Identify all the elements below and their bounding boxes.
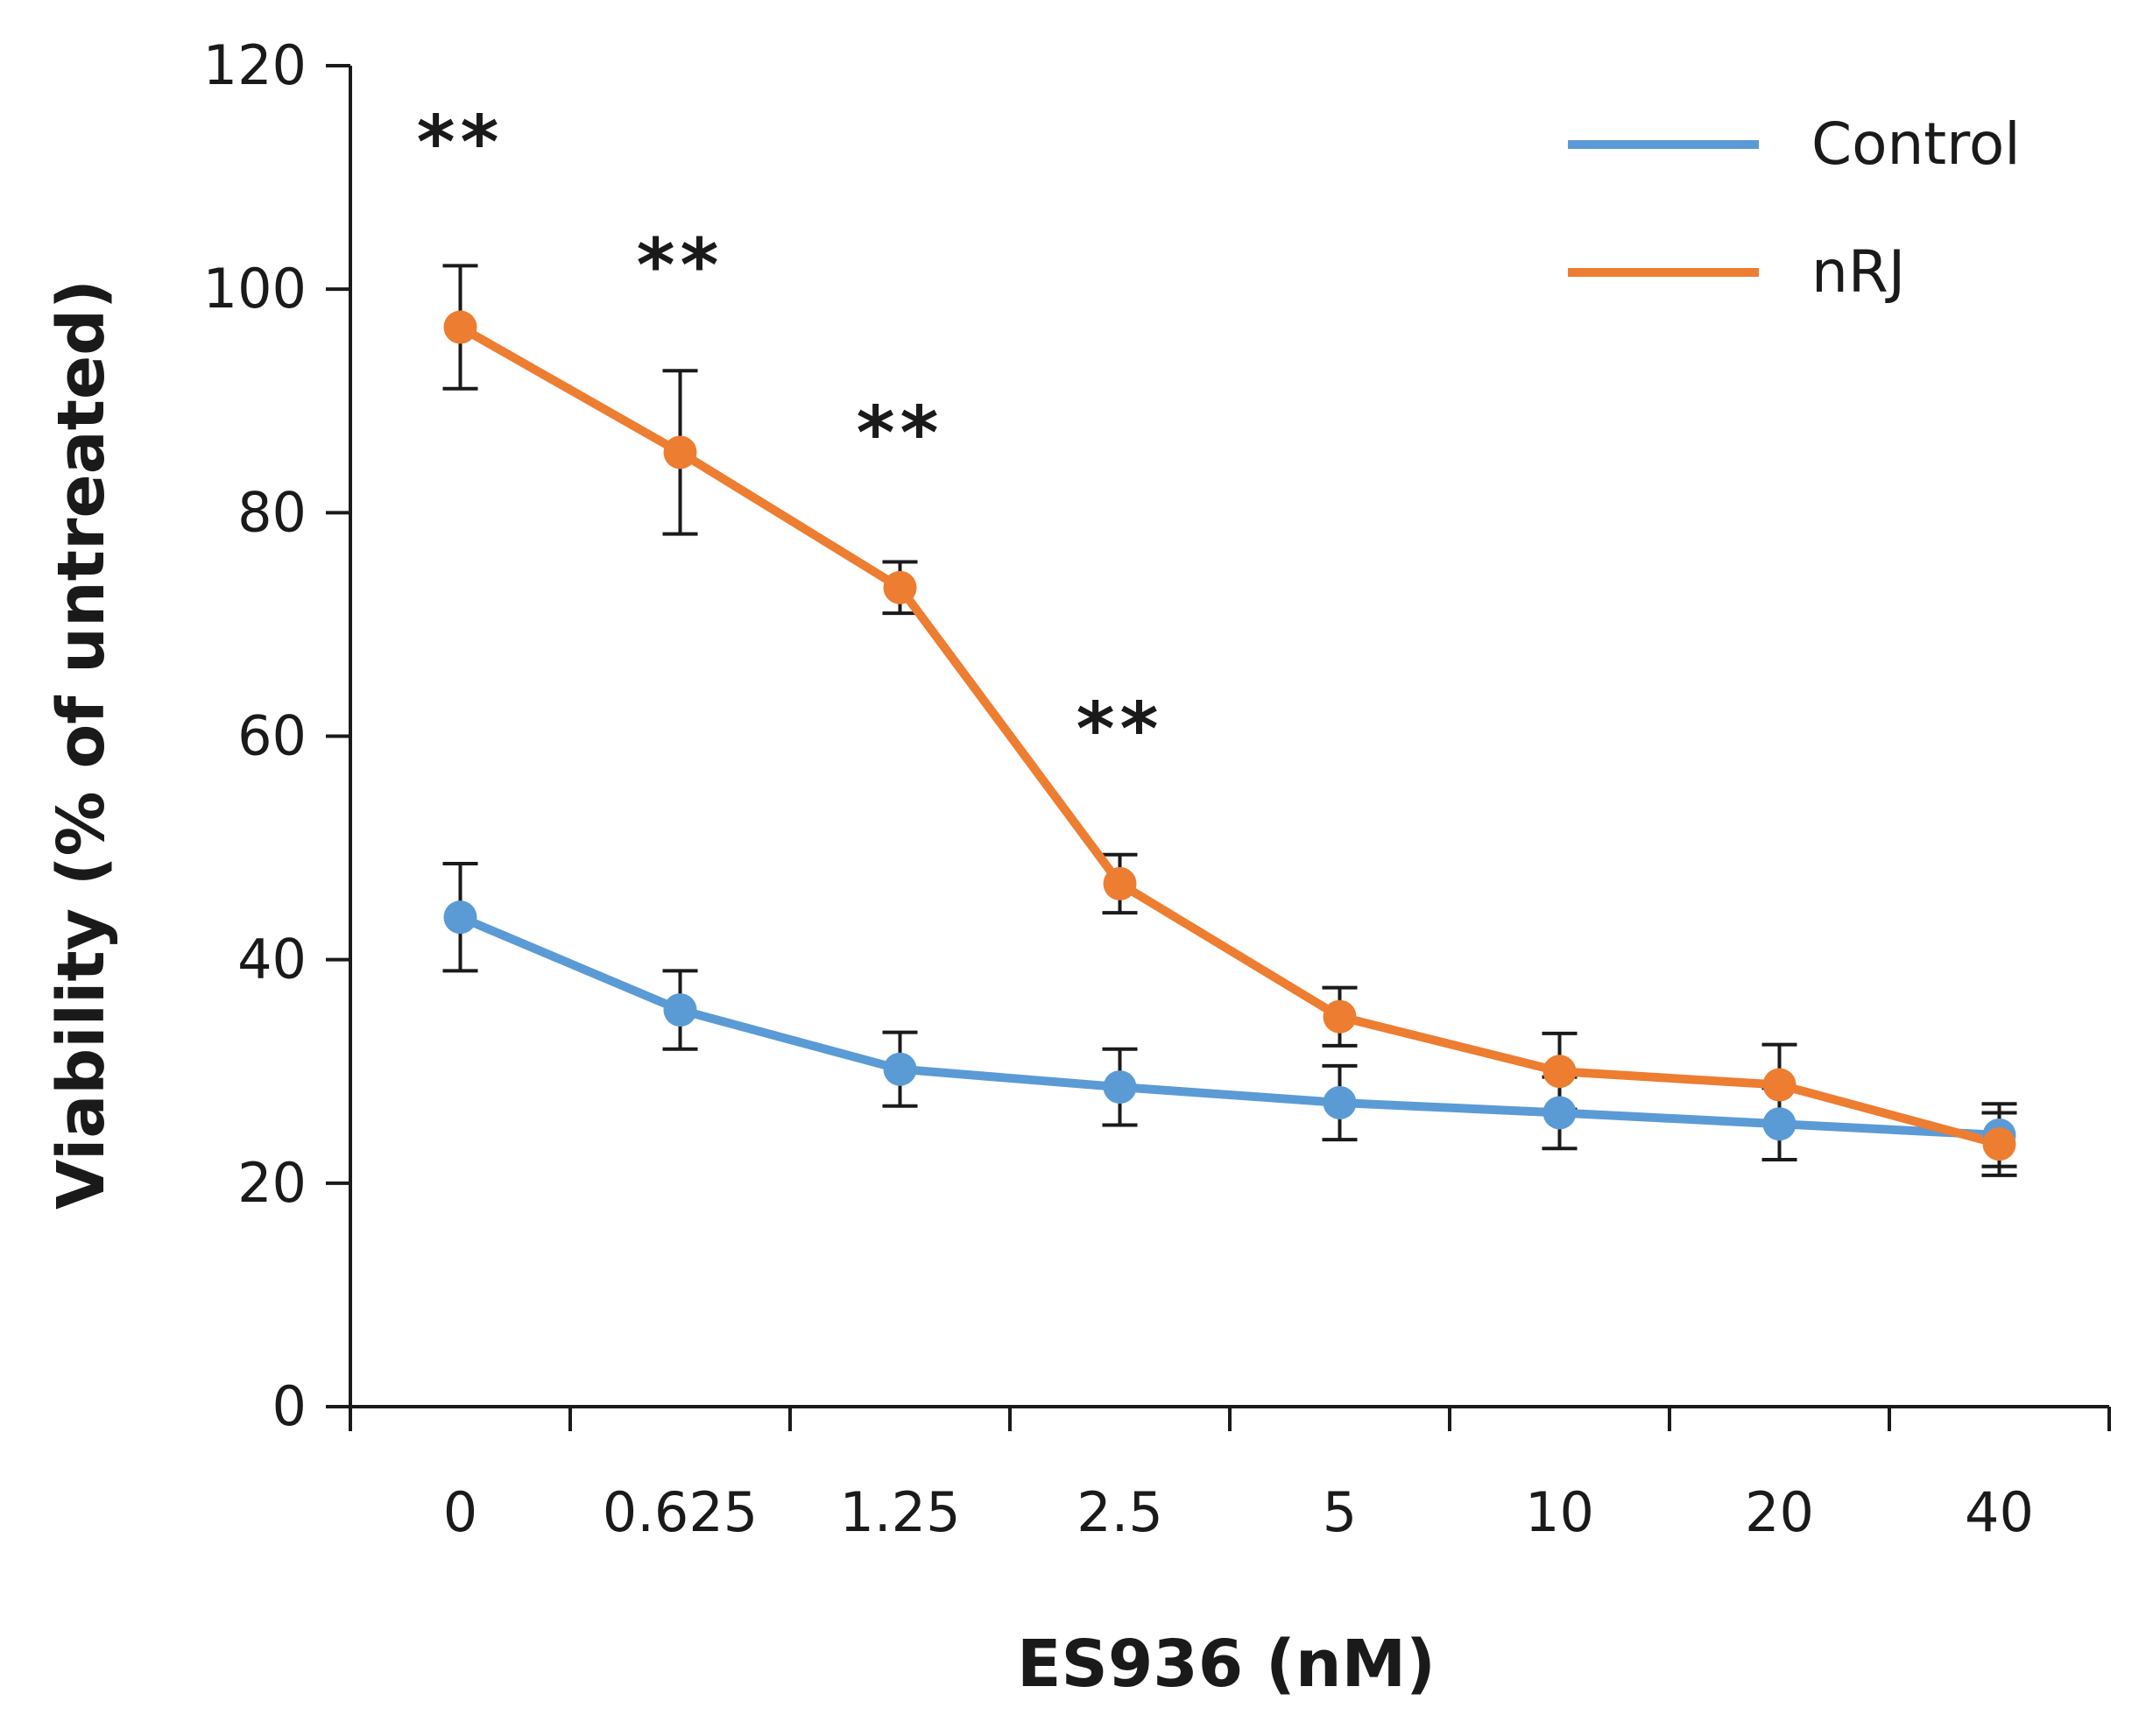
y-tick-label-60: 60: [237, 704, 307, 768]
series-line-Control: [455, 913, 2004, 1140]
x-tick-label-2.5: 2.5: [1077, 1480, 1163, 1544]
x-tick-label-5: 5: [1323, 1480, 1357, 1544]
data-point-nRJ-1.25: [883, 570, 917, 604]
legend: Control nRJ: [1568, 110, 2021, 306]
data-point-Control-0: [443, 900, 477, 935]
x-tick-label-0: 0: [443, 1480, 477, 1544]
y-axis-title: Viability (% of untreated): [44, 279, 119, 1210]
significance-marker-0: **: [417, 100, 505, 186]
axes: Viability (% of untreated) ES936 (nM) 0 2…: [44, 33, 2111, 1702]
error-bars: [442, 264, 2017, 1177]
series: [443, 310, 2016, 1161]
x-tick-label-0.625: 0.625: [603, 1480, 759, 1544]
data-point-nRJ-10: [1542, 1055, 1577, 1089]
data-point-nRJ-0.625: [663, 435, 697, 469]
significance-marker-2.5: **: [1077, 686, 1164, 772]
data-point-Control-1.25: [883, 1052, 917, 1086]
data-point-nRJ-0: [443, 310, 477, 344]
legend-label-nRJ: nRJ: [1811, 238, 1905, 306]
data-point-Control-2.5: [1103, 1070, 1137, 1104]
data-point-nRJ-40: [1982, 1127, 2016, 1161]
data-point-Control-0.625: [663, 993, 697, 1027]
x-tick-label-20: 20: [1745, 1480, 1814, 1544]
significance-marker-1.25: **: [857, 390, 944, 476]
y-tick-label-100: 100: [203, 257, 307, 321]
data-point-Control-10: [1542, 1096, 1577, 1130]
data-point-nRJ-5: [1323, 999, 1357, 1034]
data-point-Control-5: [1323, 1085, 1357, 1119]
legend-label-Control: Control: [1811, 110, 2021, 178]
y-tick-label-40: 40: [237, 928, 307, 991]
x-tick-label-1.25: 1.25: [839, 1480, 960, 1544]
significance-annotations: ** ** ** **: [417, 100, 1164, 773]
x-axis-title: ES936 (nM): [1017, 1627, 1436, 1702]
data-point-nRJ-20: [1762, 1068, 1797, 1102]
data-point-Control-20: [1762, 1107, 1797, 1141]
data-point-nRJ-2.5: [1103, 866, 1137, 900]
significance-marker-0.625: **: [637, 222, 724, 308]
series-line-nRJ: [455, 322, 2004, 1149]
y-tick-label-0: 0: [272, 1374, 307, 1438]
y-tick-label-120: 120: [203, 33, 307, 97]
x-tick-label-40: 40: [1965, 1480, 2034, 1544]
y-tick-label-80: 80: [237, 480, 307, 544]
x-tick-label-10: 10: [1525, 1480, 1594, 1544]
y-tick-label-20: 20: [237, 1151, 307, 1215]
